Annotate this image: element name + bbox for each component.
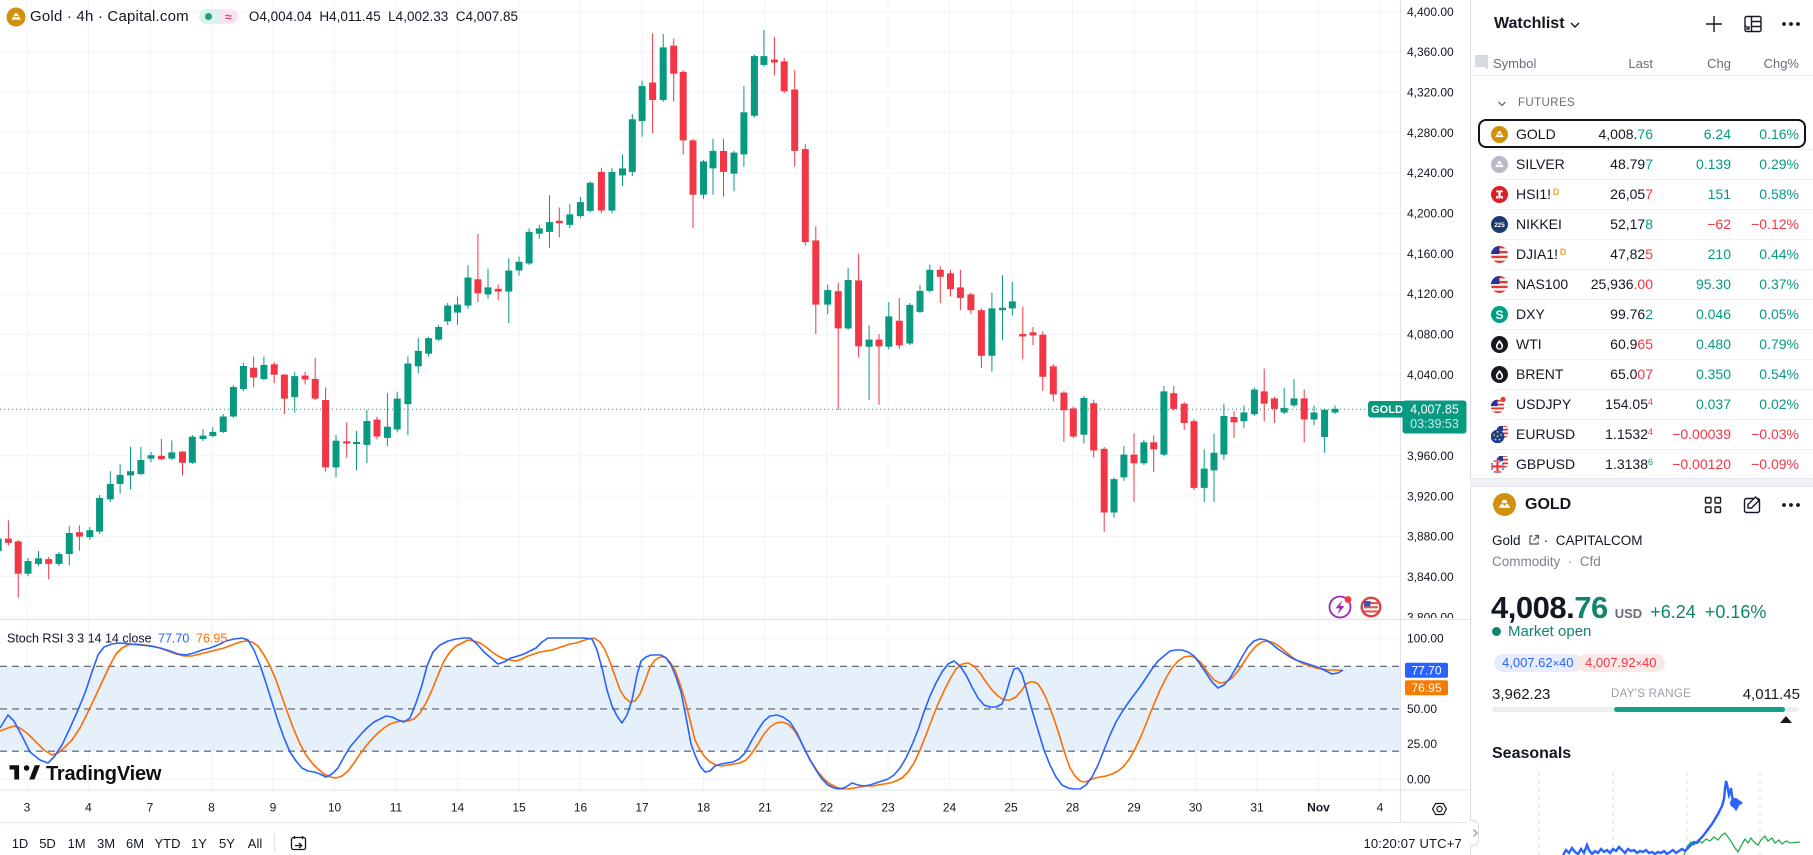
svg-text:4,040.00: 4,040.00 — [1407, 368, 1454, 382]
svg-text:11: 11 — [390, 801, 403, 815]
svg-text:4,320.00: 4,320.00 — [1407, 86, 1454, 100]
svg-text:50.00: 50.00 — [1407, 702, 1437, 716]
svg-text:15: 15 — [512, 801, 526, 815]
svg-text:23: 23 — [881, 801, 895, 815]
svg-text:03:39:53: 03:39:53 — [1410, 417, 1459, 431]
svg-text:4: 4 — [1377, 801, 1384, 815]
svg-text:100.00: 100.00 — [1407, 632, 1444, 646]
svg-text:31: 31 — [1250, 801, 1264, 815]
svg-text:3,960.00: 3,960.00 — [1407, 449, 1454, 463]
svg-text:0.00: 0.00 — [1407, 772, 1431, 786]
svg-text:10: 10 — [328, 801, 342, 815]
svg-text:7: 7 — [147, 801, 154, 815]
svg-text:14: 14 — [451, 801, 465, 815]
svg-text:Stoch RSI 3 3 14 14 close: Stoch RSI 3 3 14 14 close — [7, 632, 152, 646]
svg-text:4,200.00: 4,200.00 — [1407, 207, 1454, 221]
svg-text:16: 16 — [574, 801, 588, 815]
svg-text:21: 21 — [758, 801, 772, 815]
svg-text:76.95: 76.95 — [196, 632, 227, 646]
svg-text:9: 9 — [270, 801, 277, 815]
svg-text:Nov: Nov — [1307, 801, 1330, 815]
svg-text:GOLD: GOLD — [1371, 404, 1403, 416]
svg-text:225: 225 — [1494, 222, 1505, 229]
svg-text:8: 8 — [208, 801, 215, 815]
svg-text:77.70: 77.70 — [1411, 663, 1441, 677]
svg-text:29: 29 — [1127, 801, 1141, 815]
svg-text:4,400.00: 4,400.00 — [1407, 5, 1454, 19]
svg-text:4,280.00: 4,280.00 — [1407, 126, 1454, 140]
svg-text:3,920.00: 3,920.00 — [1407, 489, 1454, 503]
svg-text:24: 24 — [943, 801, 957, 815]
svg-text:4,160.00: 4,160.00 — [1407, 247, 1454, 261]
svg-text:22: 22 — [820, 801, 834, 815]
svg-text:S: S — [1495, 307, 1503, 321]
svg-text:18: 18 — [697, 801, 711, 815]
svg-text:4,080.00: 4,080.00 — [1407, 328, 1454, 342]
svg-text:4,120.00: 4,120.00 — [1407, 287, 1454, 301]
svg-text:3,880.00: 3,880.00 — [1407, 530, 1454, 544]
svg-text:28: 28 — [1066, 801, 1080, 815]
svg-text:25.00: 25.00 — [1407, 737, 1437, 751]
svg-text:TradingView: TradingView — [46, 763, 162, 785]
svg-text:30: 30 — [1189, 801, 1203, 815]
svg-text:77.70: 77.70 — [158, 632, 189, 646]
svg-text:4,360.00: 4,360.00 — [1407, 45, 1454, 59]
svg-text:25: 25 — [1004, 801, 1018, 815]
svg-text:4: 4 — [85, 801, 92, 815]
svg-text:17: 17 — [635, 801, 649, 815]
svg-text:3,840.00: 3,840.00 — [1407, 570, 1454, 584]
svg-text:4,007.85: 4,007.85 — [1410, 403, 1459, 417]
svg-text:76.95: 76.95 — [1411, 681, 1441, 695]
svg-text:4,240.00: 4,240.00 — [1407, 166, 1454, 180]
svg-text:3: 3 — [24, 801, 31, 815]
